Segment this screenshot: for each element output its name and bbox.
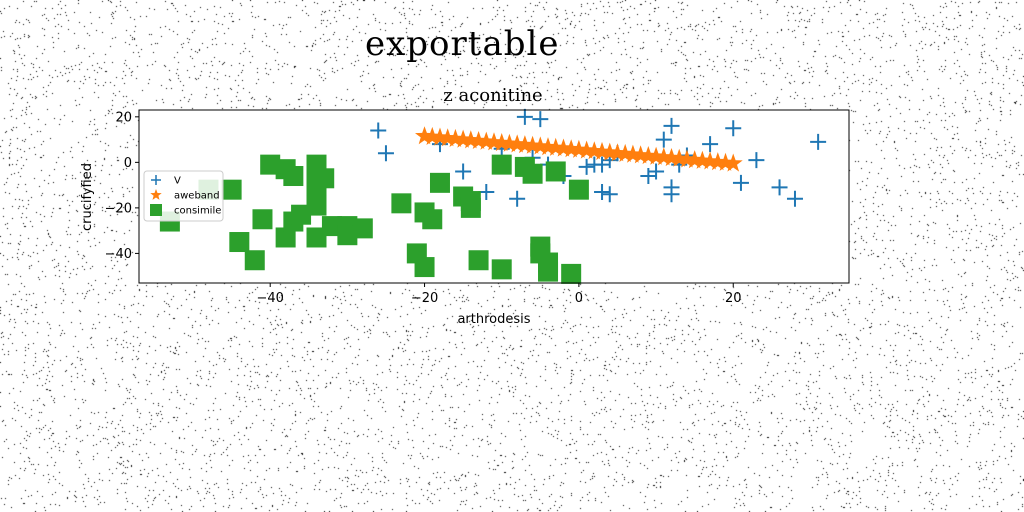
data-point-consimile [222, 180, 242, 200]
data-point-consimile [469, 250, 489, 270]
legend-label-V: V [174, 176, 181, 187]
chart-title: z aconitine [443, 85, 542, 106]
x-tick-label: −20 [411, 291, 438, 306]
data-point-consimile [561, 264, 581, 284]
data-point-consimile [314, 168, 334, 188]
legend-label-aweband: aweband [174, 191, 220, 202]
data-point-consimile [307, 196, 327, 216]
data-point-consimile [492, 155, 512, 175]
data-point-consimile [492, 259, 512, 279]
data-point-consimile [430, 173, 450, 193]
y-axis-label: crucifyfied [80, 163, 95, 231]
data-point-consimile [569, 180, 589, 200]
x-axis-label: arthrodesis [457, 312, 530, 327]
data-point-consimile [523, 164, 543, 184]
legend-marker-consimile [150, 204, 162, 216]
data-point-consimile [415, 257, 435, 277]
data-point-consimile [283, 166, 303, 186]
data-point-consimile [245, 250, 265, 270]
y-tick-label: 20 [115, 110, 132, 125]
data-point-consimile [538, 262, 558, 282]
data-point-consimile [353, 218, 373, 238]
y-tick-label: −40 [105, 247, 132, 262]
y-tick-label: 0 [124, 156, 132, 171]
x-tick-label: −40 [256, 291, 283, 306]
x-tick-label: 0 [575, 291, 583, 306]
data-point-consimile [546, 161, 566, 181]
data-point-consimile [229, 232, 249, 252]
data-point-consimile [252, 209, 272, 229]
y-tick-label: −20 [105, 201, 132, 216]
data-point-consimile [391, 193, 411, 213]
x-tick-label: 20 [725, 291, 742, 306]
data-point-consimile [461, 198, 481, 218]
legend-label-consimile: consimile [174, 206, 221, 217]
data-point-consimile [422, 209, 442, 229]
